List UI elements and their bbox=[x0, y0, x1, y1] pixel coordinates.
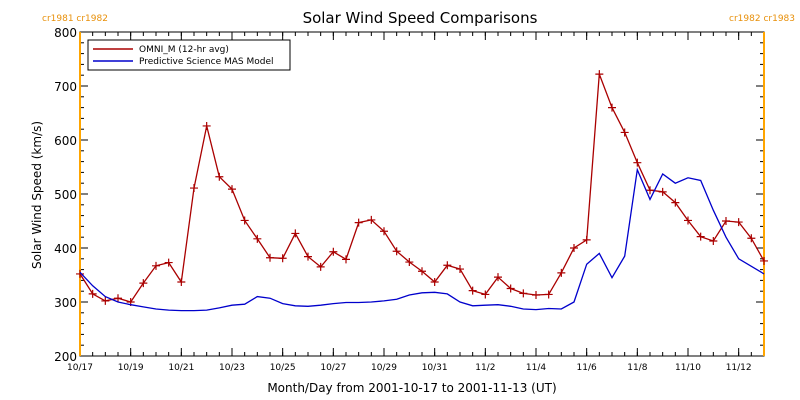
data-point-omni bbox=[392, 247, 401, 256]
legend-box bbox=[87, 39, 291, 71]
data-point-omni bbox=[215, 172, 224, 181]
x-tick-label: 10/19 bbox=[118, 363, 144, 373]
data-point-omni bbox=[329, 247, 338, 256]
x-tick-label: 10/31 bbox=[422, 363, 448, 373]
x-tick-label: 11/8 bbox=[627, 363, 647, 373]
data-point-omni bbox=[114, 294, 122, 303]
x-tick-label: 10/23 bbox=[219, 363, 245, 373]
data-point-omni bbox=[646, 186, 654, 195]
data-point-omni bbox=[418, 267, 426, 276]
data-point-omni bbox=[734, 218, 743, 227]
x-tick-label: 11/4 bbox=[526, 363, 546, 373]
data-point-omni bbox=[671, 198, 680, 207]
y-tick-label: 300 bbox=[54, 296, 77, 310]
data-point-omni bbox=[367, 215, 376, 224]
data-point-omni bbox=[228, 185, 236, 194]
plot-frame bbox=[79, 31, 765, 357]
y-tick-label: 800 bbox=[54, 26, 77, 40]
data-point-omni bbox=[456, 265, 464, 274]
series-line-mas-model bbox=[79, 167, 765, 312]
data-point-omni bbox=[608, 103, 616, 112]
legend: OMNI_M (12-hr avg) Predictive Science MA… bbox=[87, 39, 291, 71]
x-tick-label: 10/17 bbox=[67, 363, 93, 373]
y-axis: 200 300 400 500 600 700 800 bbox=[54, 26, 764, 364]
data-point-omni bbox=[190, 184, 198, 193]
data-point-omni bbox=[760, 256, 768, 265]
data-point-omni bbox=[342, 255, 350, 264]
data-point-omni bbox=[316, 262, 325, 271]
series-layer bbox=[76, 70, 768, 312]
data-point-omni bbox=[633, 158, 642, 167]
data-point-omni bbox=[177, 278, 186, 287]
data-point-omni bbox=[696, 232, 705, 241]
x-tick-label: 10/27 bbox=[320, 363, 346, 373]
data-point-omni bbox=[481, 290, 490, 299]
data-point-omni bbox=[202, 121, 211, 130]
data-point-omni bbox=[76, 269, 84, 278]
x-axis-label: Month/Day from 2001-10-17 to 2001-11-13 … bbox=[267, 381, 556, 395]
data-point-omni bbox=[722, 217, 730, 225]
data-point-omni bbox=[532, 290, 540, 299]
data-point-omni bbox=[380, 227, 388, 236]
data-point-omni bbox=[278, 254, 287, 263]
data-point-omni bbox=[709, 236, 718, 245]
data-point-omni bbox=[747, 234, 756, 243]
legend-label-omni: OMNI_M (12-hr avg) bbox=[139, 45, 229, 55]
data-point-omni bbox=[544, 290, 553, 299]
data-point-omni bbox=[101, 296, 110, 305]
data-point-omni bbox=[658, 187, 667, 196]
x-tick-label: 10/25 bbox=[270, 363, 296, 373]
data-point-omni bbox=[494, 273, 502, 282]
carrington-label: cr1981 cr1982 bbox=[42, 14, 108, 24]
data-point-omni bbox=[595, 70, 604, 79]
legend-label-mas-model: Predictive Science MAS Model bbox=[139, 57, 274, 67]
data-point-omni bbox=[430, 278, 439, 287]
data-point-omni bbox=[620, 128, 629, 137]
y-tick-label: 500 bbox=[54, 188, 77, 202]
x-tick-label: 11/2 bbox=[475, 363, 495, 373]
chart-title: Solar Wind Speed Comparisons bbox=[303, 9, 538, 27]
data-point-omni bbox=[152, 261, 160, 270]
carrington-label: cr1982 cr1983 bbox=[729, 14, 795, 24]
data-point-omni bbox=[506, 284, 515, 293]
data-point-omni bbox=[468, 286, 477, 295]
data-point-omni bbox=[240, 216, 249, 225]
data-point-omni bbox=[304, 252, 312, 261]
data-point-omni bbox=[291, 229, 300, 238]
x-tick-label: 10/29 bbox=[371, 363, 397, 373]
carrington-rotation-lines bbox=[79, 32, 765, 356]
x-tick-label: 10/21 bbox=[168, 363, 194, 373]
data-point-omni bbox=[519, 289, 528, 298]
y-tick-label: 600 bbox=[54, 134, 77, 148]
data-point-omni bbox=[139, 279, 148, 288]
x-tick-label: 11/6 bbox=[577, 363, 597, 373]
data-point-omni bbox=[354, 218, 363, 227]
data-point-omni bbox=[88, 289, 97, 298]
data-point-omni bbox=[582, 235, 591, 244]
data-point-omni bbox=[684, 216, 692, 225]
data-point-omni bbox=[443, 261, 452, 270]
data-point-omni bbox=[405, 258, 414, 267]
data-point-omni bbox=[570, 244, 578, 252]
carrington-rotation-labels: cr1981 cr1982 cr1982 cr1983 bbox=[42, 14, 795, 24]
x-tick-label: 11/12 bbox=[726, 363, 752, 373]
y-tick-label: 700 bbox=[54, 80, 77, 94]
y-tick-label: 200 bbox=[54, 350, 77, 364]
data-point-omni bbox=[557, 268, 566, 277]
x-axis: 10/17 10/19 10/21 10/23 10/25 10/27 10/29 10/31… bbox=[67, 32, 765, 373]
data-point-omni bbox=[164, 258, 173, 267]
data-point-omni bbox=[266, 253, 274, 262]
x-tick-label: 11/10 bbox=[675, 363, 701, 373]
y-axis-label: Solar Wind Speed (km/s) bbox=[30, 121, 44, 269]
data-point-omni bbox=[253, 234, 262, 243]
y-tick-label: 400 bbox=[54, 242, 77, 256]
